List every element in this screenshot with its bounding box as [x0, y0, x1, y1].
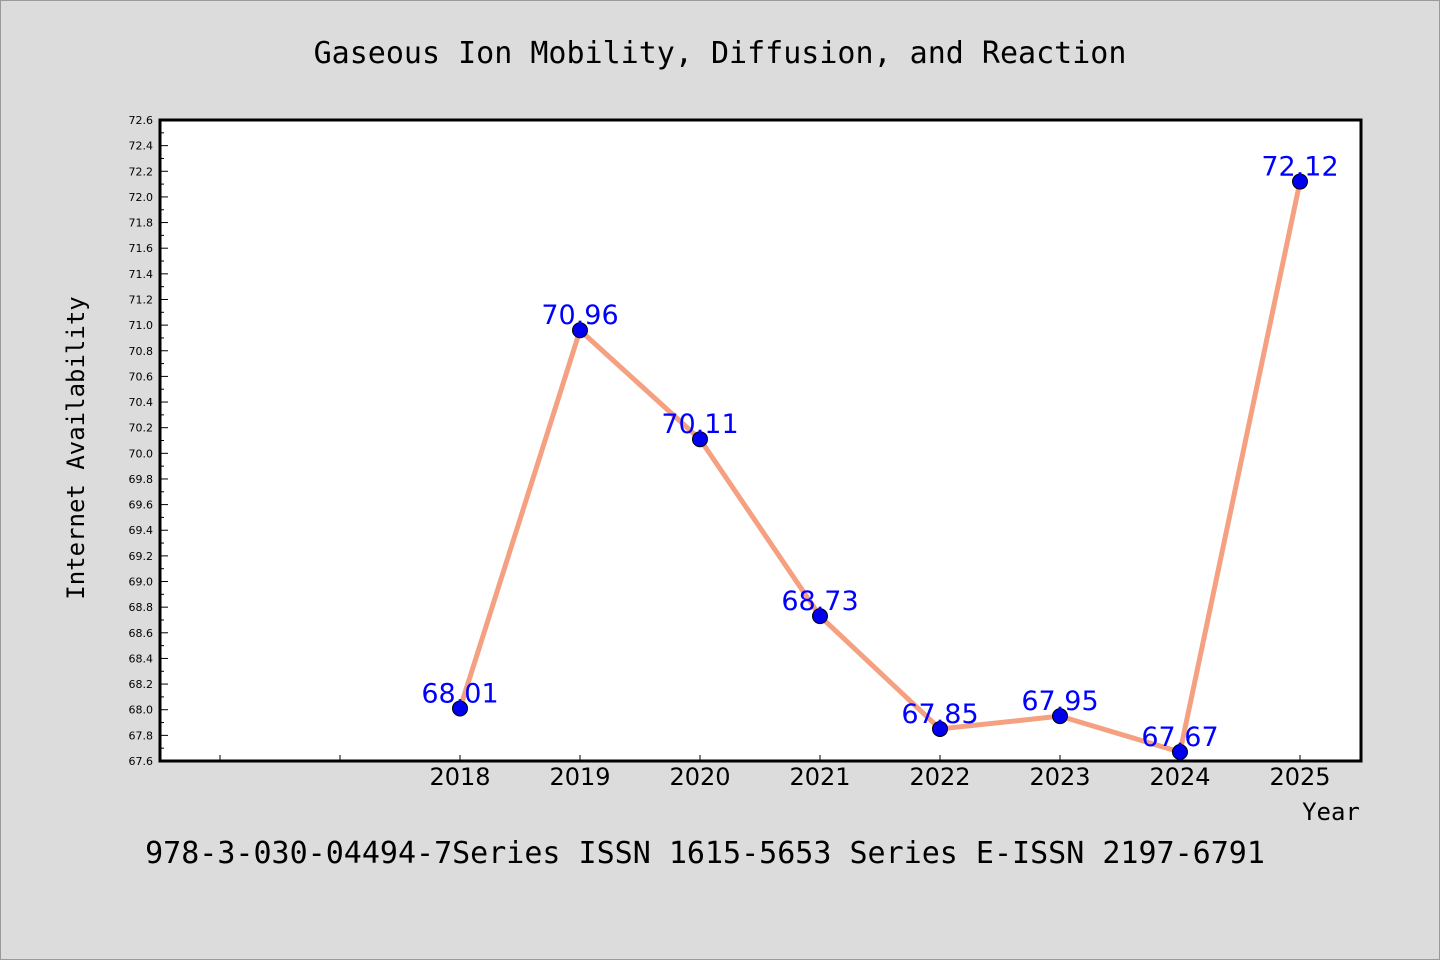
chart-title: Gaseous Ion Mobility, Diffusion, and Rea…	[314, 36, 1127, 71]
x-tick-label: 2023	[1029, 763, 1090, 791]
y-tick-label: 69.2	[129, 550, 154, 563]
data-label: 67.85	[901, 699, 978, 730]
series-line	[457, 179, 1303, 755]
y-tick-label: 71.4	[129, 268, 154, 281]
x-tick-label: 2019	[549, 763, 610, 791]
data-point	[572, 322, 588, 339]
y-tick-label: 71.0	[129, 319, 154, 332]
y-axis: 67.6 67.8 68.0 68.2 68.4 68.6 68.8 69.0 69.2 69.4…	[129, 114, 168, 768]
y-axis-label: Internet Availability	[62, 296, 90, 599]
data-label: 70.11	[661, 409, 738, 440]
y-tick-label: 69.4	[129, 524, 154, 537]
data-label: 67.67	[1141, 722, 1218, 753]
y-tick-label: 68.8	[129, 601, 154, 614]
x-axis: 2018 2019 2020 2021 2022 2023 2024 2025	[219, 755, 1331, 791]
y-tick-label: 71.6	[129, 242, 154, 255]
x-axis-label: Year	[1302, 798, 1360, 826]
x-tick-label: 2022	[909, 763, 970, 791]
y-tick-label: 72.4	[129, 140, 154, 153]
footer-text: 978-3-030-04494-7Series ISSN 1615-5653 S…	[145, 836, 1265, 871]
plot-area	[158, 118, 1363, 763]
data-label: 68.01	[421, 678, 498, 709]
y-tick-label: 71.8	[129, 217, 154, 230]
y-tick-label: 72.0	[129, 191, 154, 204]
data-point	[452, 700, 468, 717]
data-point	[932, 720, 948, 737]
series-layer: 68.01 70.96 70.11 68.73 67.85 67.95 67.67 72.12	[421, 152, 1339, 761]
x-tick-label: 2021	[789, 763, 850, 791]
y-tick-label: 72.6	[129, 114, 154, 127]
y-tick-label: 67.6	[129, 755, 154, 768]
data-point	[812, 608, 828, 625]
y-tick-label: 68.4	[129, 652, 154, 665]
y-tick-label: 69.0	[129, 576, 154, 589]
y-tick-label: 67.8	[129, 729, 154, 742]
y-tick-label: 69.8	[129, 473, 154, 486]
y-tick-label: 70.6	[129, 370, 154, 383]
data-label: 70.96	[541, 300, 618, 331]
y-tick-label: 71.2	[129, 293, 154, 306]
x-tick-label: 2025	[1269, 763, 1330, 791]
y-tick-label: 68.2	[129, 678, 154, 691]
y-tick-label: 70.2	[129, 422, 154, 435]
data-label: 67.95	[1021, 686, 1098, 717]
data-point	[1172, 744, 1188, 761]
y-tick-label: 72.2	[129, 165, 154, 178]
data-label: 68.73	[781, 586, 858, 617]
data-point	[1292, 173, 1308, 190]
x-tick-label: 2018	[429, 763, 490, 791]
y-tick-label: 70.8	[129, 345, 154, 358]
data-point	[692, 431, 708, 448]
y-tick-label: 70.0	[129, 447, 154, 460]
y-tick-label: 68.6	[129, 627, 154, 640]
y-tick-label: 69.6	[129, 499, 154, 512]
data-point	[1052, 708, 1068, 725]
y-tick-label: 70.4	[129, 396, 154, 409]
data-label: 72.12	[1261, 152, 1338, 183]
x-tick-label: 2024	[1149, 763, 1210, 791]
y-tick-label: 68.0	[129, 704, 154, 717]
x-tick-label: 2020	[669, 763, 730, 791]
